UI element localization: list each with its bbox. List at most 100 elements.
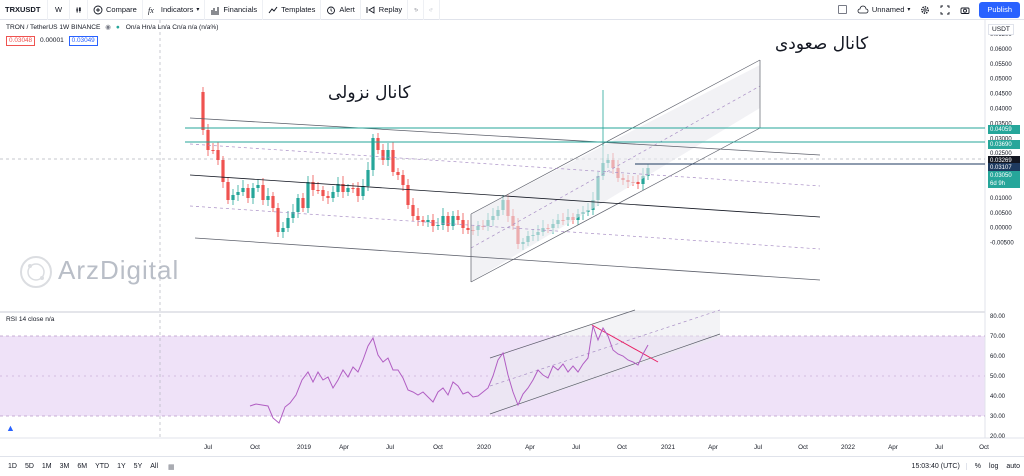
chart-style-button[interactable] <box>70 0 88 20</box>
undo-button[interactable] <box>408 0 425 20</box>
candle-body <box>406 185 410 205</box>
candle-body <box>261 185 265 200</box>
chart-area[interactable]: 0.06500 0.06000 0.05500 0.05000 0.04500 0.040… <box>0 20 1024 456</box>
range-buttons: 1D 5D 1M 3M 6M YTD 1Y 5Y All <box>0 463 162 470</box>
snapshot-button[interactable] <box>955 0 975 20</box>
chart-canvas[interactable]: 0.06500 0.06000 0.05500 0.05000 0.04500 0.040… <box>0 20 1024 456</box>
publish-button[interactable]: Publish <box>979 1 1020 18</box>
descending-channel-top[interactable] <box>189 117 821 156</box>
eye-icon[interactable]: ◉ <box>105 24 112 31</box>
time-tick-label: Oct <box>979 444 989 451</box>
tradingview-logo-icon[interactable]: ▲ <box>6 423 15 433</box>
fullscreen-button[interactable] <box>935 0 955 20</box>
bottom-toolbar: 1D 5D 1M 3M 6M YTD 1Y 5Y All ▦ 15:03:40 (UTC) % … <box>0 456 1024 476</box>
time-tick-label: 2020 <box>477 444 492 451</box>
time-tick-label: Apr <box>888 444 898 451</box>
layout-name: Unnamed <box>871 5 905 14</box>
candle-body <box>311 182 315 190</box>
rsi-channel-fill <box>490 310 720 414</box>
indicators-button[interactable]: fx Indicators ▾ <box>143 0 206 20</box>
rsi-line <box>249 325 649 424</box>
descending-channel-middle[interactable] <box>189 174 821 218</box>
symbol-search-button[interactable]: TRXUSDT <box>0 0 48 20</box>
ascending-channel-top[interactable] <box>470 59 761 215</box>
price-tag: 0.03107 <box>988 163 1020 172</box>
candle-body <box>396 172 400 175</box>
rsi-trendline <box>591 324 659 363</box>
candle-body <box>421 220 425 222</box>
candle-body <box>466 228 470 230</box>
ask-price[interactable]: 0.03049 <box>68 36 98 46</box>
time-axis[interactable]: Jul Oct 2019 Apr Jul Oct 2020 Apr Jul Oct 2021 Apr J… <box>204 444 989 451</box>
financials-button[interactable]: Financials <box>205 0 264 20</box>
candle-body <box>306 182 310 208</box>
financials-label: Financials <box>223 5 258 14</box>
symbol-label: TRXUSDT <box>5 5 41 14</box>
templates-label: Templates <box>281 5 316 14</box>
calendar-icon[interactable]: ▦ <box>168 463 175 471</box>
svg-text:fx: fx <box>148 6 154 15</box>
redo-button[interactable] <box>424 0 441 20</box>
replay-button[interactable]: Replay <box>361 0 409 20</box>
fx-icon: fx <box>148 6 154 15</box>
ohlc-values: On/a Hn/a Ln/a Cn/a n/a (n/a%) <box>125 24 219 31</box>
layout-button[interactable]: Unnamed ▾ <box>852 0 916 20</box>
price-tick-label: 0.00500 <box>990 211 1012 217</box>
range-button[interactable]: 5D <box>24 463 34 470</box>
time-tick-label: Jul <box>204 444 212 451</box>
range-button[interactable]: 3M <box>59 463 70 470</box>
candles-icon <box>76 6 81 13</box>
templates-button[interactable]: Templates <box>263 0 322 20</box>
currency-label[interactable]: USDT <box>988 24 1014 35</box>
time-tick-label: Oct <box>617 444 627 451</box>
range-button[interactable]: 1D <box>8 463 17 470</box>
checkbox-button[interactable] <box>833 0 852 20</box>
toolbar-right: Unnamed ▾ Publish <box>833 0 1024 20</box>
candle-body <box>361 186 365 196</box>
replay-label: Replay <box>378 5 403 14</box>
descending-channel-label: کانال نزولی <box>328 83 411 103</box>
candle-body <box>301 198 305 208</box>
candle-body <box>356 188 360 196</box>
rsi-tick-label: 60.00 <box>990 354 1006 360</box>
candle-body <box>246 188 250 198</box>
bottom-right: 15:03:40 (UTC) % log auto <box>912 463 1024 470</box>
interval-label: W <box>54 5 63 14</box>
interval-button[interactable]: W <box>48 0 70 20</box>
ascending-channel-mid[interactable] <box>470 85 761 249</box>
ascending-channel-bottom[interactable] <box>470 127 761 283</box>
alert-button[interactable]: Alert <box>321 0 361 20</box>
time-tick-label: Jul <box>572 444 580 451</box>
candle-body <box>286 218 290 228</box>
range-button[interactable]: 6M <box>77 463 88 470</box>
clock[interactable]: 15:03:40 (UTC) <box>912 463 967 470</box>
bid-price[interactable]: 0.03048 <box>6 36 36 46</box>
compare-button[interactable]: Compare <box>88 0 143 20</box>
chevron-down-icon: ▾ <box>196 7 200 13</box>
log-scale-button[interactable]: log <box>989 463 999 470</box>
rsi-axis[interactable]: 80.00 70.00 60.00 50.00 40.00 30.00 20.00 <box>990 314 1006 440</box>
range-button[interactable]: YTD <box>95 463 110 470</box>
templates-icon <box>268 6 278 13</box>
candle-body <box>446 216 450 226</box>
candle-body <box>391 150 395 172</box>
candle-body <box>416 216 420 220</box>
compare-label: Compare <box>106 5 137 14</box>
range-button[interactable]: All <box>150 463 159 470</box>
settings-button[interactable] <box>915 0 935 20</box>
candle-body <box>236 192 240 195</box>
descending-channel-bottom[interactable] <box>194 237 821 281</box>
price-tick-label: 0.02500 <box>990 151 1012 157</box>
candle-body <box>266 196 270 200</box>
auto-scale-button[interactable]: auto <box>1006 463 1020 470</box>
candle-body <box>366 170 370 186</box>
rsi-channel-top <box>489 309 636 359</box>
range-button[interactable]: 1Y <box>117 463 126 470</box>
candle-body <box>341 184 345 192</box>
range-button[interactable]: 1M <box>41 463 52 470</box>
time-tick-label: Apr <box>525 444 535 451</box>
range-button[interactable]: 5Y <box>133 463 143 470</box>
candle-body <box>331 192 335 198</box>
percent-scale-button[interactable]: % <box>974 463 982 470</box>
rsi-tick-label: 20.00 <box>990 434 1006 440</box>
